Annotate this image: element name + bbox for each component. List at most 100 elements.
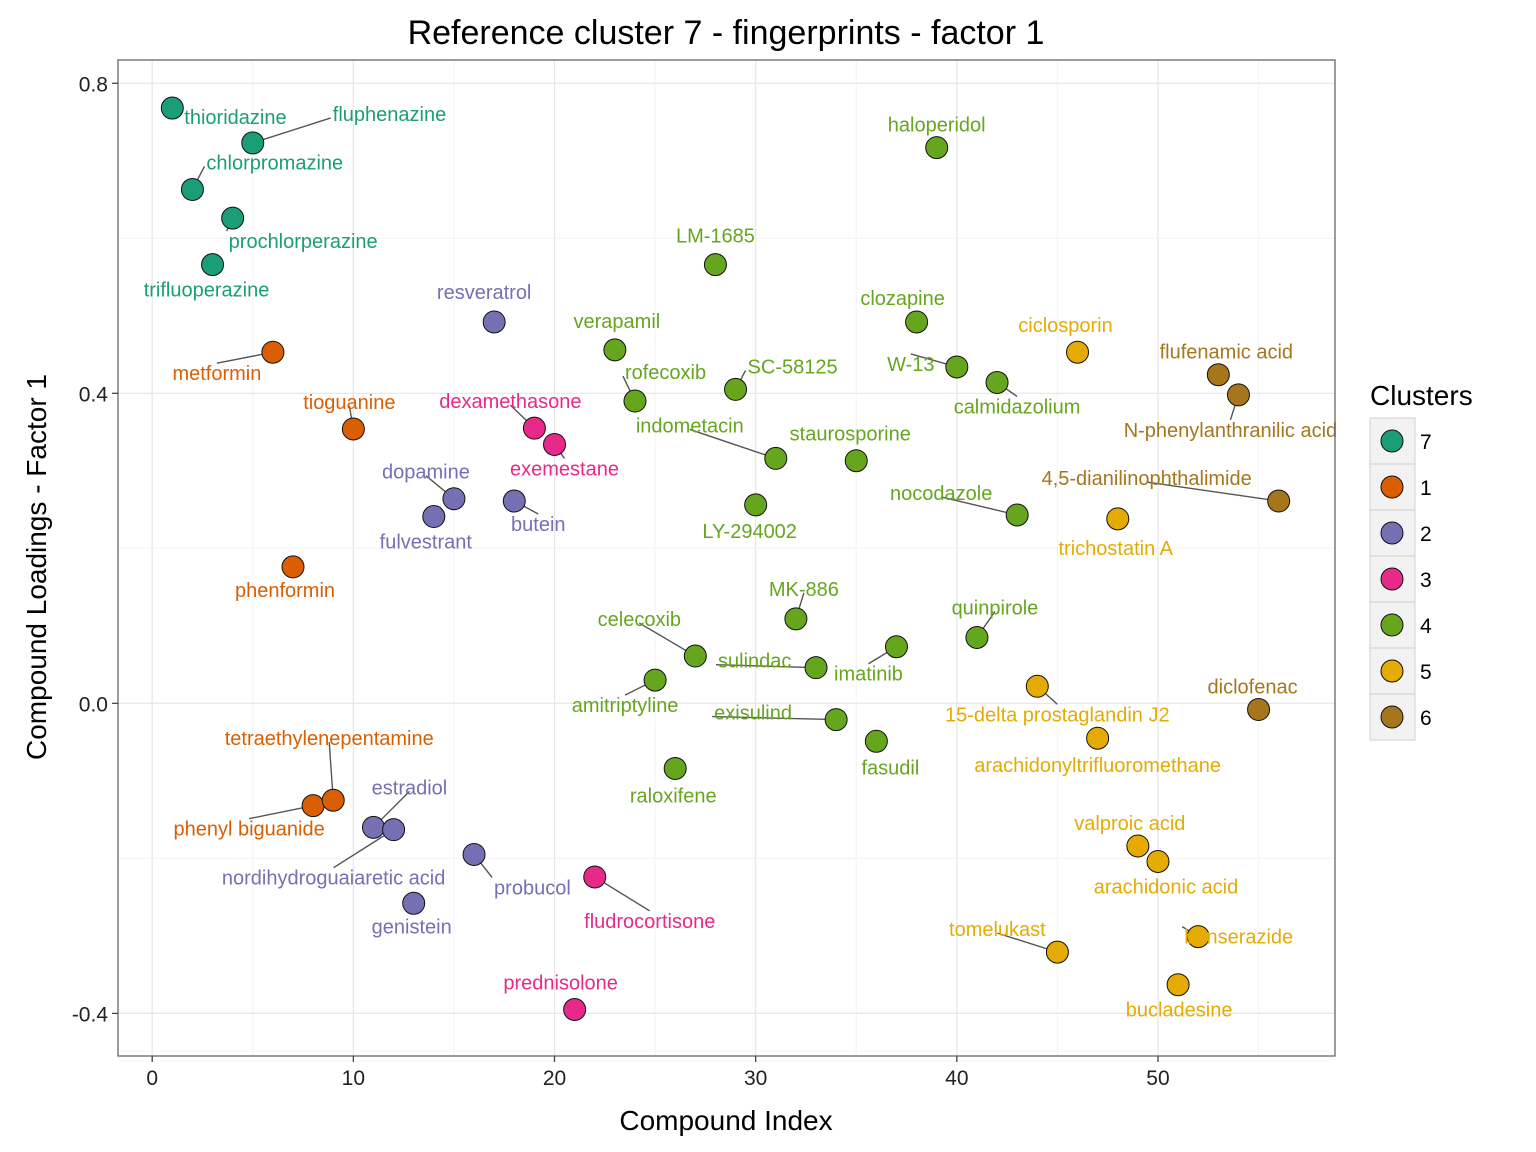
- point-label: resveratrol: [437, 282, 531, 304]
- legend-key-box: [1369, 693, 1416, 741]
- point-label: fasudil: [861, 757, 919, 779]
- panel-border: [117, 59, 1336, 1057]
- legend-key-swatch: [1380, 429, 1404, 453]
- leader-line: [333, 829, 394, 869]
- point-label: flufenamic acid: [1160, 342, 1293, 364]
- point-label: arachidonyltrifluoromethane: [974, 755, 1221, 777]
- point-label: genistein: [372, 916, 452, 938]
- data-point: [1126, 834, 1150, 858]
- leader-line: [712, 715, 837, 721]
- data-point: [361, 815, 385, 839]
- panel-background: [118, 60, 1335, 1056]
- point-label: celecoxib: [598, 609, 681, 631]
- data-point: [462, 842, 486, 866]
- data-point: [522, 416, 546, 440]
- data-point: [1086, 726, 1110, 750]
- y-tick-label: -0.4: [72, 1003, 109, 1026]
- data-point: [905, 310, 929, 334]
- point-label: butein: [511, 514, 566, 536]
- point-label: LM-1685: [676, 226, 755, 248]
- y-tick-label: 0.8: [79, 73, 108, 96]
- point-label: tioguanine: [303, 392, 395, 414]
- point-label: W-13: [887, 354, 934, 376]
- data-point: [623, 389, 647, 413]
- data-point: [382, 818, 406, 842]
- point-label: imatinib: [834, 664, 903, 686]
- point-label: benserazide: [1184, 927, 1293, 949]
- data-point: [925, 136, 949, 160]
- legend-key-swatch: [1380, 705, 1404, 729]
- data-point: [1025, 674, 1049, 698]
- point-labels: thioridazine chlorpromazine trifluoperazin…: [144, 104, 1337, 1022]
- data-point: [341, 417, 365, 441]
- data-point: [321, 788, 345, 812]
- point-label: N-phenylanthranilic acid: [1124, 420, 1337, 442]
- data-point: [1005, 503, 1029, 527]
- data-point: [643, 668, 667, 692]
- legend-label: 3: [1420, 569, 1432, 592]
- data-point: [864, 729, 888, 753]
- data-point: [301, 794, 325, 818]
- y-axis-title: Compound Loadings - Factor 1: [21, 374, 52, 760]
- point-label: calmidazolium: [954, 396, 1081, 418]
- data-point: [703, 253, 727, 277]
- data-point: [201, 253, 225, 277]
- label-leader-lines: [191, 117, 1279, 953]
- legend-key-swatch: [1380, 659, 1404, 683]
- data-point: [985, 370, 1009, 394]
- point-label: ciclosporin: [1018, 315, 1112, 337]
- data-point: [1247, 698, 1271, 722]
- point-label: tetraethylenepentamine: [225, 728, 434, 750]
- legend-label: 6: [1420, 707, 1432, 730]
- point-label: SC-58125: [748, 356, 838, 378]
- data-point: [603, 338, 627, 362]
- point-label: fulvestrant: [380, 532, 473, 554]
- legend-key-swatch: [1380, 613, 1404, 637]
- data-point: [1226, 383, 1250, 407]
- point-label: arachidonic acid: [1094, 876, 1239, 898]
- data-point: [281, 555, 305, 579]
- legend: Clusters 7 1 2 3 4 5 6: [1369, 380, 1473, 741]
- point-label: phenyl biguanide: [173, 819, 324, 841]
- legend-title: Clusters: [1370, 380, 1473, 411]
- legend-label: 7: [1420, 431, 1432, 454]
- chart-title: Reference cluster 7 - fingerprints - fac…: [408, 14, 1045, 52]
- point-label: tomelukast: [949, 919, 1046, 941]
- data-point: [1045, 940, 1069, 964]
- data-point: [784, 607, 808, 631]
- data-point: [563, 997, 587, 1021]
- legend-key-swatch: [1380, 521, 1404, 545]
- point-label: indometacin: [636, 415, 744, 437]
- legend-key-swatch: [1380, 567, 1404, 591]
- point-label: estradiol: [372, 777, 448, 799]
- point-label: fludrocortisone: [584, 911, 715, 933]
- leader-line: [1146, 481, 1279, 502]
- data-point: [482, 310, 506, 334]
- data-point: [683, 644, 707, 668]
- data-point: [502, 489, 526, 513]
- data-point: [160, 96, 184, 120]
- point-label: staurosporine: [790, 424, 911, 446]
- point-label: prochlorperazine: [229, 231, 378, 253]
- data-point: [724, 377, 748, 401]
- x-tick-label: 20: [543, 1067, 566, 1090]
- x-tick-label: 40: [945, 1067, 968, 1090]
- point-label: clozapine: [860, 288, 945, 310]
- data-point: [804, 656, 828, 680]
- point-label: MK-886: [769, 579, 839, 601]
- point-label: 15-delta prostaglandin J2: [945, 704, 1170, 726]
- point-label: fluphenazine: [333, 104, 446, 126]
- leader-line: [941, 496, 1018, 516]
- data-point: [1206, 363, 1230, 387]
- point-label: metformin: [172, 363, 261, 385]
- point-label: nordihydroguaiaretic acid: [222, 868, 445, 890]
- legend-label: 5: [1420, 661, 1432, 684]
- y-tick-label: 0.4: [79, 383, 109, 406]
- point-label: dexamethasone: [439, 391, 581, 413]
- data-point: [945, 355, 969, 379]
- plot-panel: [118, 60, 1335, 1056]
- axes: 0 10 20 30 40 50 0.8 0.4 0.0 -0.4: [72, 73, 1170, 1090]
- data-point: [261, 340, 285, 364]
- data-point: [884, 635, 908, 659]
